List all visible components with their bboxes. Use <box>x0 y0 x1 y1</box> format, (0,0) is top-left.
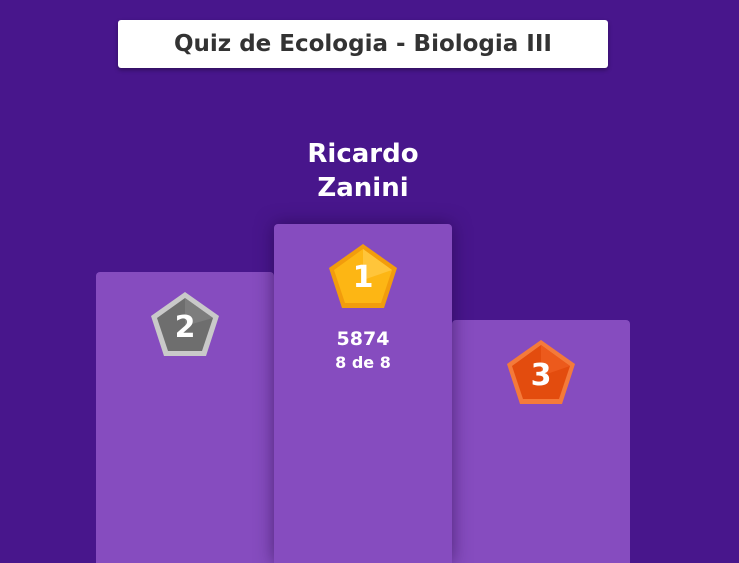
podium-first-place: 1 5874 8 de 8 <box>274 224 452 563</box>
winner-first-name: Ricardo <box>307 139 419 169</box>
medal-rank-2: 2 <box>175 310 196 345</box>
gold-medal-icon: 1 <box>329 244 397 308</box>
medal-rank-1: 1 <box>353 260 374 295</box>
podium-second-place: 2 <box>96 272 274 563</box>
winner-points: 5874 <box>336 328 390 350</box>
medal-rank-3: 3 <box>531 358 552 393</box>
winner-last-name: Zanini <box>317 173 409 203</box>
silver-medal-icon: 2 <box>151 292 219 356</box>
winner-correct-answers: 8 de 8 <box>335 353 391 372</box>
quiz-title: Quiz de Ecologia - Biologia III <box>174 31 552 57</box>
winner-name: Ricardo Zanini <box>263 137 463 205</box>
podium-third-place: 3 <box>452 320 630 563</box>
quiz-title-banner: Quiz de Ecologia - Biologia III <box>118 20 608 68</box>
bronze-medal-icon: 3 <box>507 340 575 404</box>
